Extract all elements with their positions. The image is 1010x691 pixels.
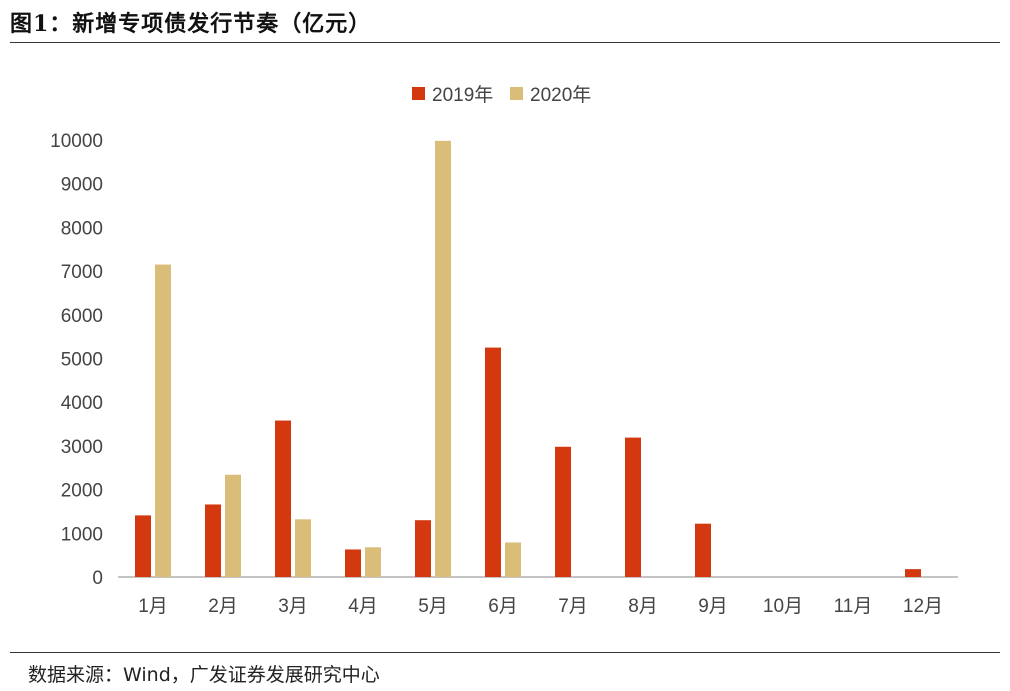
bar-2019年-9月 [695,523,711,577]
legend-swatch-2019年 [412,87,425,100]
bar-2019年-3月 [275,420,291,577]
legend-label: 2020年 [530,84,591,106]
y-tick-label: 8000 [61,218,103,239]
bar-2020年-4月 [365,547,381,577]
bar-2019年-5月 [415,520,431,577]
y-tick-label: 6000 [61,306,103,327]
y-tick-label: 2000 [61,481,103,502]
bottom-rule [10,652,1000,653]
y-tick-label: 5000 [61,350,103,371]
bar-2019年-2月 [205,504,221,577]
x-tick-label: 3月 [278,596,308,617]
x-tick-label: 5月 [418,596,448,617]
bar-2019年-12月 [905,569,921,577]
source-note: 数据来源：Wind，广发证券发展研究中心 [28,664,380,686]
figure-title: 图1：新增专项债发行节奏（亿元） [10,11,372,37]
x-tick-label: 2月 [208,596,238,617]
y-tick-label: 4000 [61,393,103,414]
bar-2020年-5月 [435,140,451,577]
legend-label: 2019年 [432,84,493,106]
bar-2020年-1月 [155,264,171,577]
y-tick-label: 9000 [61,175,103,196]
bar-2020年-3月 [295,519,311,577]
x-tick-label: 1月 [138,596,168,617]
x-tick-label: 8月 [628,596,658,617]
y-tick-label: 0 [92,568,103,589]
x-tick-label: 6月 [488,596,518,617]
bar-2019年-7月 [555,446,571,577]
x-tick-label: 4月 [348,596,378,617]
bar-2019年-6月 [485,347,501,577]
y-tick-label: 7000 [61,262,103,283]
bar-2020年-6月 [505,542,521,577]
y-tick-label: 3000 [61,437,103,458]
bar-chart: 0 1000 2000 3000 4000 5000 6000 7000 8000 9000 100… [50,84,958,617]
bar-2019年-4月 [345,549,361,577]
top-rule [10,42,1000,43]
legend-swatch-2020年 [510,87,523,100]
bar-2019年-8月 [625,437,641,577]
y-tick-label: 1000 [61,524,103,545]
x-tick-label: 11月 [834,596,873,617]
x-tick-label: 10月 [763,596,803,617]
bar-2020年-2月 [225,474,241,577]
x-tick-label: 12月 [903,596,943,617]
y-tick-label: 10000 [50,131,103,152]
x-tick-label: 7月 [558,596,588,617]
bar-2019年-1月 [135,515,151,577]
x-tick-label: 9月 [698,596,728,617]
